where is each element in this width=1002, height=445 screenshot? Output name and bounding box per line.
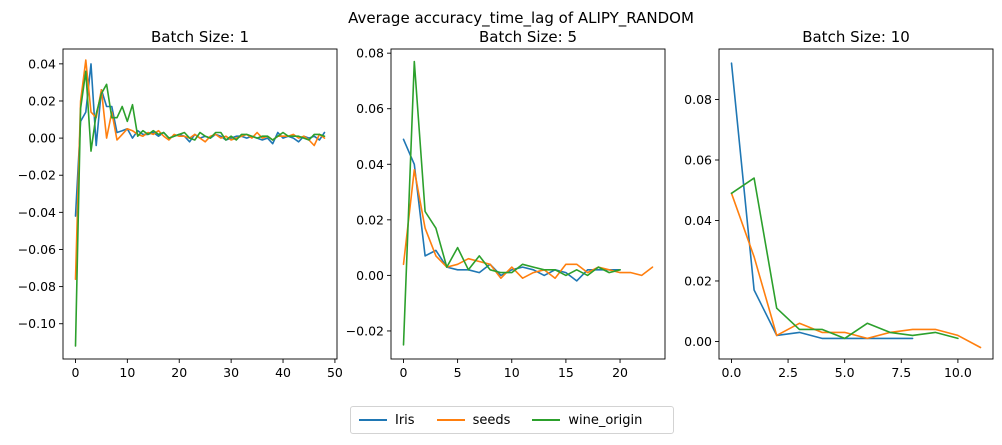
x-tick-label-2-2: 10 [504, 365, 520, 380]
x-tick-label-1-0: 0 [71, 365, 79, 380]
legend-swatch-wine-origin [532, 419, 561, 421]
legend: Iris seeds wine_origin [350, 406, 674, 434]
y-tick-label-2-5: 0.08 [356, 46, 384, 61]
plot-frame-2 [390, 48, 666, 360]
x-tick-label-3-0: 0.0 [722, 365, 742, 380]
series-line-seeds-1 [74, 59, 326, 281]
series-line-wine-origin-2 [402, 60, 621, 346]
series-line-seeds-3 [730, 192, 982, 349]
x-tick-label-3-4: 10.0 [944, 365, 972, 380]
plot-frame-3 [718, 48, 994, 360]
y-tick-label-1-3: −0.04 [18, 205, 56, 220]
legend-swatch-iris [359, 419, 387, 421]
legend-item-wine-origin: wine_origin [532, 413, 642, 428]
series-line-wine-origin-1 [74, 70, 326, 347]
y-tick-label-3-1: 0.02 [684, 273, 712, 288]
legend-label-seeds: seeds [472, 412, 511, 428]
x-tick-label-2-1: 5 [454, 365, 462, 380]
legend-item-seeds: seeds [436, 412, 511, 428]
subplot-title-1: Batch Size: 1 [151, 28, 249, 46]
x-tick-label-1-3: 30 [223, 365, 239, 380]
figure-title: Average accuracy_time_lag of ALIPY_RANDO… [348, 9, 694, 28]
x-tick-label-1-1: 10 [119, 365, 135, 380]
series-line-wine-origin-3 [730, 177, 959, 340]
subplot-1: Batch Size: 1 0 10 20 30 40 50 −0.10 −0.08 −0.06 −… [18, 28, 343, 380]
subplots: Batch Size: 10 10 20 30 40 50−0.10−0.08−0.06−… [18, 28, 994, 380]
y-tick-label-3-0: 0.00 [684, 334, 712, 349]
series-line-iris-2 [402, 138, 621, 282]
y-tick-label-1-2: −0.06 [18, 242, 56, 257]
subplot-2: Batch Size: 5 0 5 10 15 20 −0.02 0.00 0.02 0.04 0.… [346, 28, 666, 380]
series-line-iris-3 [730, 62, 914, 340]
y-tick-label-3-2: 0.04 [684, 213, 712, 228]
y-tick-label-1-4: −0.02 [18, 168, 56, 183]
legend-label-iris: Iris [395, 412, 415, 428]
y-tick-label-2-1: 0.00 [356, 268, 384, 283]
x-tick-label-2-0: 0 [399, 365, 407, 380]
x-tick-label-1-2: 20 [171, 365, 187, 380]
subplot-3: Batch Size: 10 0.0 2.5 5.0 7.5 10.0 0.00 0.02 0.… [684, 28, 994, 380]
y-tick-label-1-7: 0.04 [28, 56, 56, 71]
subplot-title-2: Batch Size: 5 [479, 28, 577, 46]
y-tick-label-1-1: −0.08 [18, 279, 56, 294]
legend-swatch-seeds [436, 419, 465, 421]
y-tick-label-3-4: 0.08 [684, 92, 712, 107]
plot-frame-1 [62, 48, 338, 360]
x-tick-label-1-5: 50 [327, 365, 343, 380]
y-tick-label-1-5: 0.00 [28, 131, 56, 146]
y-tick-label-1-0: −0.10 [18, 316, 56, 331]
y-tick-label-2-4: 0.06 [356, 101, 384, 116]
subplot-title-3: Batch Size: 10 [802, 28, 910, 46]
x-tick-label-3-3: 7.5 [891, 365, 911, 380]
y-tick-label-1-6: 0.02 [28, 93, 56, 108]
y-tick-label-2-2: 0.02 [356, 212, 384, 227]
y-tick-label-2-3: 0.04 [356, 157, 384, 172]
y-tick-label-3-3: 0.06 [684, 152, 712, 167]
x-tick-label-2-4: 20 [612, 365, 628, 380]
series-line-seeds-2 [402, 169, 654, 280]
series-line-iris-1 [74, 63, 326, 217]
x-tick-label-2-3: 15 [558, 365, 574, 380]
x-tick-label-3-2: 5.0 [835, 365, 855, 380]
y-tick-label-2-0: −0.02 [346, 323, 384, 338]
x-tick-label-1-4: 40 [275, 365, 291, 380]
x-tick-label-3-1: 2.5 [778, 365, 798, 380]
legend-item-iris: Iris [359, 413, 415, 428]
legend-label-wine-origin: wine_origin [568, 412, 643, 428]
